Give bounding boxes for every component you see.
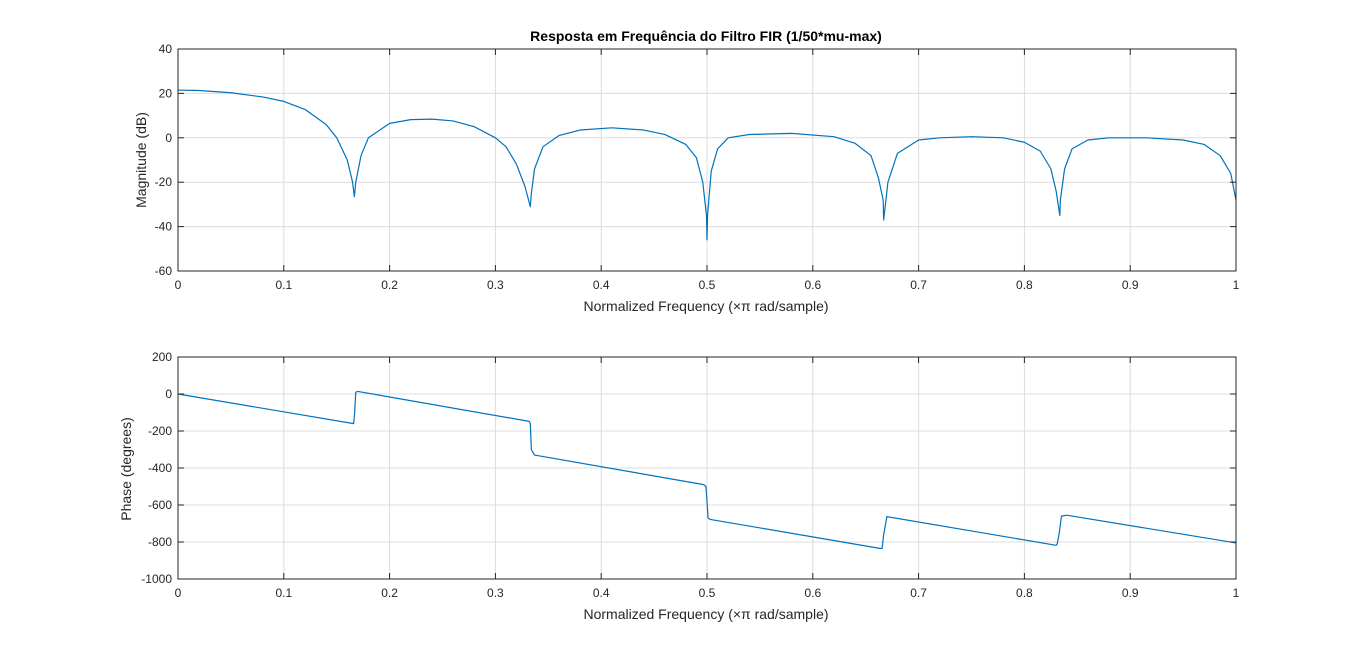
phase-x-tick-label: 0.5 [699,586,716,600]
magnitude-x-tick-label: 1 [1233,278,1240,292]
phase-y-tick-label: -600 [148,498,172,512]
phase-x-tick-label: 1 [1233,586,1240,600]
phase-y-tick-label: -400 [148,461,172,475]
phase-x-tick-label: 0.3 [487,586,504,600]
magnitude-xlabel: Normalized Frequency (×π rad/sample) [583,298,828,314]
phase-x-tick-label: 0.1 [275,586,292,600]
magnitude-chart-title: Resposta em Frequência do Filtro FIR (1/… [530,28,882,44]
magnitude-x-tick-label: 0.5 [699,278,716,292]
magnitude-ylabel: Magnitude (dB) [133,112,149,208]
phase-x-tick-label: 0.4 [593,586,610,600]
magnitude-x-tick-label: 0.6 [804,278,821,292]
magnitude-x-tick-label: 0.1 [275,278,292,292]
magnitude-axes: 0 0.1 0.2 0.3 0.4 0.5 0.6 0.7 0.8 0.9 1 -60 -40 -20 0 2… [155,42,1240,292]
phase-y-tick-label: 200 [152,350,172,364]
phase-response-line [177,390,1237,550]
magnitude-y-tick-label: 40 [159,42,173,56]
magnitude-x-tick-label: 0.8 [1016,278,1033,292]
magnitude-y-tick-label: 0 [165,131,172,145]
phase-x-tick-label: 0.2 [381,586,398,600]
phase-x-tick-label: 0 [175,586,182,600]
magnitude-y-tick-label: -20 [155,175,173,189]
magnitude-x-tick-label: 0.7 [910,278,927,292]
phase-y-tick-label: -800 [148,535,172,549]
magnitude-x-tick-label: 0.3 [487,278,504,292]
magnitude-x-tick-label: 0.2 [381,278,398,292]
magnitude-y-tick-label: -60 [155,264,173,278]
magnitude-y-tick-label: 20 [159,86,173,100]
phase-y-tick-label: -1000 [141,572,172,586]
phase-x-tick-label: 0.6 [804,586,821,600]
magnitude-x-tick-label: 0.9 [1122,278,1139,292]
magnitude-response-line [177,89,1237,241]
phase-axes: 0 0.1 0.2 0.3 0.4 0.5 0.6 0.7 0.8 0.9 1 -1000 -800 -6… [141,350,1239,600]
phase-y-tick-label: -200 [148,424,172,438]
phase-x-tick-label: 0.9 [1122,586,1139,600]
magnitude-x-tick-label: 0 [175,278,182,292]
phase-x-tick-label: 0.7 [910,586,927,600]
magnitude-y-tick-label: -40 [155,220,173,234]
phase-y-tick-label: 0 [165,387,172,401]
phase-x-tick-label: 0.8 [1016,586,1033,600]
magnitude-x-tick-label: 0.4 [593,278,610,292]
phase-xlabel: Normalized Frequency (×π rad/sample) [583,606,828,622]
phase-ylabel: Phase (degrees) [118,417,134,521]
